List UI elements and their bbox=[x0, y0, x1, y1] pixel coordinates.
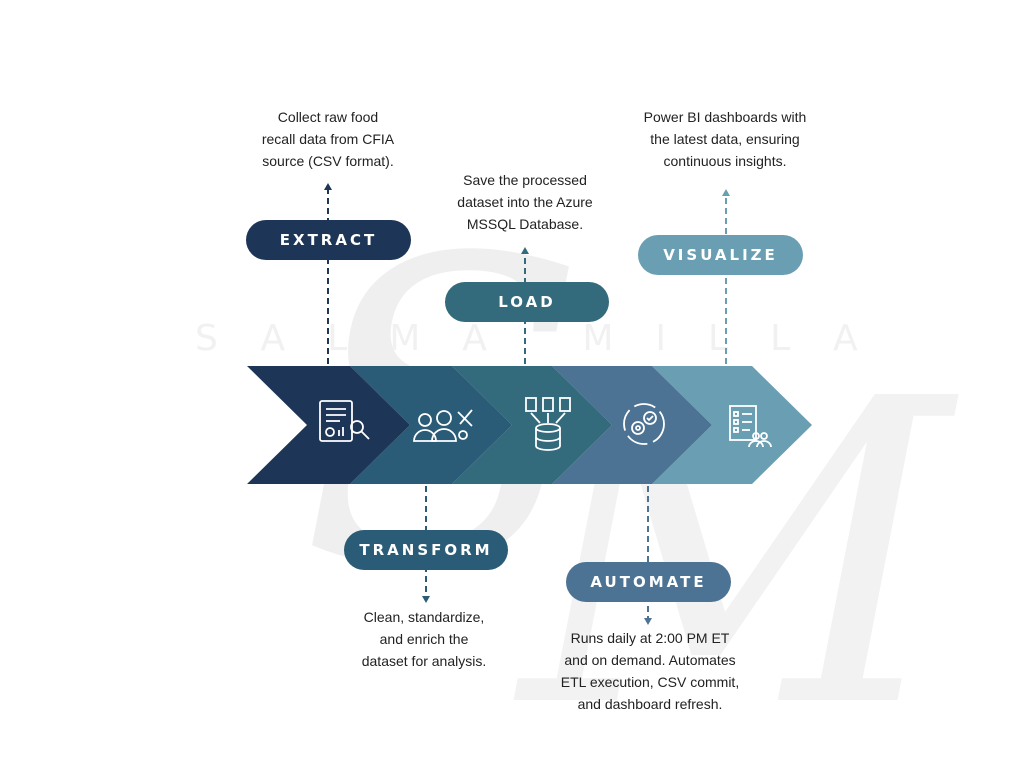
chevron-visualize bbox=[652, 366, 812, 484]
checklist-team-icon bbox=[729, 405, 772, 448]
documents-database-icon bbox=[525, 397, 571, 451]
chevron-transform bbox=[350, 366, 512, 484]
extract-description: Collect raw food recall data from CFIA s… bbox=[261, 109, 395, 169]
load-pill: LOAD bbox=[445, 282, 609, 322]
visualize-description: Power BI dashboards with the latest data… bbox=[643, 109, 807, 169]
automate-description: Runs daily at 2:00 PM ET and on demand. … bbox=[560, 630, 740, 712]
transform-description: Clean, standardize, and enrich the datas… bbox=[361, 609, 487, 669]
chevron-load bbox=[452, 366, 612, 484]
connector-visualize bbox=[722, 189, 730, 364]
automate-pill: AUTOMATE bbox=[566, 562, 731, 602]
transform-pill: TRANSFORM bbox=[344, 530, 508, 570]
gears-cycle-icon bbox=[623, 403, 665, 445]
connector-automate bbox=[644, 486, 652, 625]
extract-pill: EXTRACT bbox=[246, 220, 411, 260]
connector-extract bbox=[324, 183, 332, 364]
watermark-text: SALMA MILLA bbox=[195, 318, 900, 359]
team-tools-icon bbox=[413, 409, 473, 442]
report-search-icon bbox=[319, 400, 370, 442]
load-description: Save the processed dataset into the Azur… bbox=[457, 172, 593, 232]
chevron-extract bbox=[247, 366, 410, 484]
visualize-pill: VISUALIZE bbox=[638, 235, 803, 275]
